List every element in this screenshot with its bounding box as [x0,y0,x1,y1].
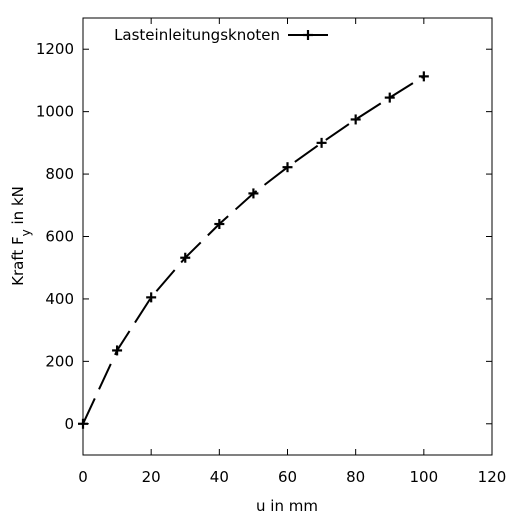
x-tick-label: 0 [78,468,88,486]
y-axis-label-main: Kraft F [9,236,27,286]
plot-frame [82,17,493,456]
data-point [112,345,123,356]
y-tick-label: 0 [64,415,74,433]
series-layer [82,75,425,425]
y-tick-label: 1200 [36,40,74,58]
y-tick-label: 1000 [36,103,74,121]
x-tick-label: 100 [410,468,439,486]
x-tick-label: 40 [210,468,229,486]
marker-layer [78,71,429,429]
x-axis-label: u in mm [256,497,318,515]
y-axis-label: Kraft Fy in kN [9,186,33,286]
y-tick-label: 600 [45,228,74,246]
data-point [282,162,293,173]
series-line [82,75,425,425]
data-point [384,92,395,103]
legend-marker [303,30,313,40]
y-axis-label-sub: y [19,229,33,236]
data-point [350,114,361,125]
data-point [146,292,157,303]
y-axis-label-unit: in kN [9,186,27,229]
data-point [78,418,88,429]
data-point [214,219,225,230]
data-point [180,252,191,263]
x-tick-label: 80 [346,468,365,486]
data-point [316,137,327,148]
x-tick-label: 120 [478,468,507,486]
y-tick-label: 200 [45,352,74,370]
data-point [418,71,429,82]
y-tick-label: 400 [45,290,74,308]
legend: Lasteinleitungsknoten [114,26,328,44]
x-tick-label: 60 [278,468,297,486]
x-tick-label: 20 [142,468,161,486]
legend-label: Lasteinleitungsknoten [114,26,280,44]
y-tick-label: 800 [45,165,74,183]
data-point [248,188,259,199]
